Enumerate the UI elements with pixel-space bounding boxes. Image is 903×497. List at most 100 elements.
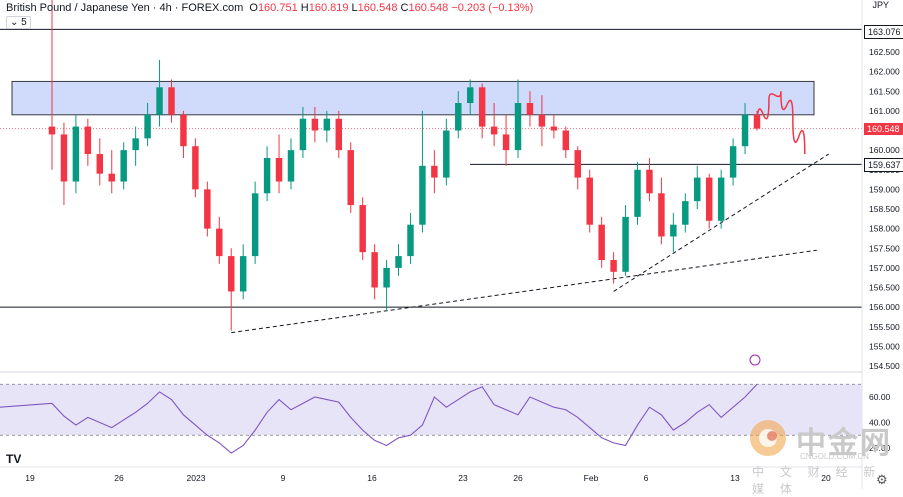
x-tick-label: 16 bbox=[367, 473, 377, 483]
candle-body bbox=[263, 157, 271, 194]
y-tick-label: 155.000 bbox=[869, 341, 900, 351]
candle bbox=[634, 161, 641, 225]
candle bbox=[192, 138, 199, 198]
candle bbox=[132, 126, 139, 166]
watermark-url: CNGOLD.COM.CN bbox=[800, 452, 869, 461]
y-tick-label: 158.000 bbox=[869, 224, 900, 234]
projection-curve bbox=[756, 91, 806, 155]
candle bbox=[323, 110, 331, 143]
candle-body bbox=[455, 103, 462, 131]
candle bbox=[275, 134, 283, 194]
candle bbox=[144, 103, 151, 147]
x-tick-label: 2023 bbox=[187, 473, 206, 483]
candle-body bbox=[478, 87, 486, 127]
candle-body bbox=[574, 150, 581, 178]
candle-body bbox=[562, 130, 570, 151]
x-tick-label: 19 bbox=[25, 473, 35, 483]
candle-body bbox=[586, 177, 593, 225]
horizontal-lines-layer bbox=[0, 28, 862, 308]
candle bbox=[741, 103, 749, 155]
candle-body bbox=[717, 177, 725, 221]
candle-body bbox=[514, 103, 522, 151]
candle-body bbox=[443, 130, 450, 178]
candle-body bbox=[323, 118, 331, 131]
x-tick-label: Feb bbox=[584, 473, 599, 483]
resistance-zone-layer bbox=[11, 80, 815, 116]
candle bbox=[586, 169, 593, 233]
candle bbox=[431, 150, 438, 194]
close-label: C bbox=[400, 2, 409, 14]
high-label: H bbox=[300, 2, 309, 14]
candle-body bbox=[108, 173, 115, 182]
candle bbox=[180, 110, 187, 158]
projection-layer bbox=[756, 91, 806, 155]
candle bbox=[239, 244, 247, 300]
candle-body bbox=[132, 138, 139, 151]
candle-body bbox=[502, 134, 510, 151]
candle bbox=[72, 114, 80, 194]
price-tag-resistance: 163.076 bbox=[864, 25, 903, 39]
candle bbox=[359, 197, 366, 261]
candle-body bbox=[526, 103, 534, 115]
symbol-title[interactable]: British Pound / Japanese Yen · 4h · FORE… bbox=[6, 2, 244, 14]
low-label: L bbox=[351, 2, 358, 14]
candle bbox=[299, 106, 307, 158]
candle bbox=[538, 95, 546, 147]
candle bbox=[658, 177, 665, 245]
candle-body bbox=[419, 165, 426, 225]
candle bbox=[562, 126, 570, 158]
close-value: 160.548 bbox=[408, 2, 449, 14]
high-value: 160.819 bbox=[308, 2, 349, 14]
candle-body bbox=[120, 150, 127, 182]
candle bbox=[478, 83, 486, 139]
candle bbox=[204, 181, 211, 237]
candle-body bbox=[287, 150, 295, 182]
change-value: −0.203 (−0.13%) bbox=[451, 2, 534, 14]
candle-body bbox=[682, 201, 689, 225]
gear-icon[interactable]: ⚙ bbox=[876, 472, 888, 487]
candle-body bbox=[48, 126, 56, 135]
candle-body bbox=[228, 256, 235, 292]
y-tick-label: 162.000 bbox=[869, 67, 900, 77]
candle-body bbox=[204, 189, 211, 229]
candle-body bbox=[371, 252, 378, 288]
candle bbox=[48, 0, 56, 170]
candle bbox=[717, 169, 725, 229]
candle-body bbox=[741, 114, 749, 147]
currency-label: JPY bbox=[872, 0, 889, 10]
price-tag-current: 160.548 bbox=[864, 123, 903, 135]
candle-body bbox=[407, 224, 414, 257]
candle-body bbox=[466, 87, 474, 104]
candle bbox=[514, 79, 522, 158]
y-tick-label: 157.500 bbox=[869, 243, 900, 253]
candle bbox=[466, 79, 474, 115]
candle-body bbox=[490, 126, 498, 135]
time-axis-layer: 19 26 2023 9 16 23 26 Feb 6 13 20 bbox=[0, 466, 862, 483]
candle bbox=[705, 173, 713, 229]
candle-body bbox=[72, 126, 80, 182]
candle bbox=[263, 146, 271, 202]
candle-body bbox=[168, 87, 175, 115]
indicator-toggle[interactable]: ⌄ 5 bbox=[6, 16, 31, 29]
trendlines-layer bbox=[231, 153, 829, 334]
candle bbox=[311, 106, 319, 143]
candle-body bbox=[96, 154, 104, 174]
resistance-zone bbox=[11, 80, 815, 116]
candle bbox=[84, 118, 92, 166]
candle bbox=[574, 146, 581, 190]
candle-body bbox=[144, 114, 151, 139]
candle bbox=[156, 59, 163, 127]
x-tick-label: 23 bbox=[458, 473, 468, 483]
candle bbox=[347, 142, 354, 213]
candle-body bbox=[359, 205, 366, 253]
candle-body bbox=[239, 256, 247, 292]
candle bbox=[550, 114, 558, 139]
rsi-tick-label: 60.00 bbox=[869, 392, 891, 402]
candles-layer bbox=[48, 0, 761, 331]
candle-body bbox=[395, 256, 402, 268]
candle bbox=[455, 91, 462, 139]
candle bbox=[526, 91, 534, 127]
candle-body bbox=[729, 146, 737, 178]
candle bbox=[371, 244, 378, 300]
